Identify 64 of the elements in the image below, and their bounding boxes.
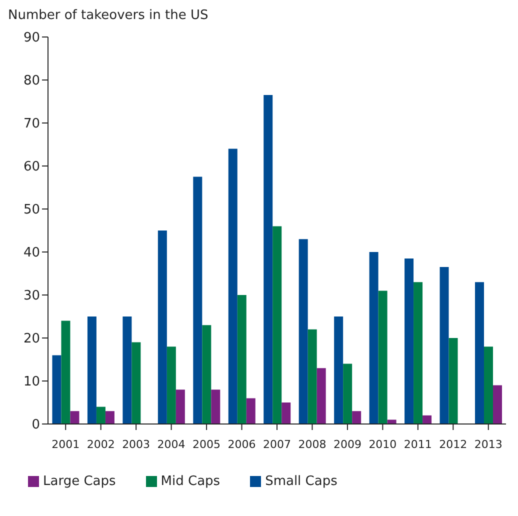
bar (334, 316, 344, 424)
legend-label: Small Caps (265, 474, 338, 489)
bar (422, 415, 432, 424)
y-tick-label: 30 (23, 288, 40, 304)
bar (166, 346, 176, 424)
y-tick-label: 60 (23, 160, 40, 175)
bar (228, 148, 238, 424)
bar (176, 390, 185, 424)
bar (492, 385, 502, 424)
chart-title: Number of takeovers in the US (8, 8, 210, 23)
y-tick-label: 40 (23, 246, 40, 261)
x-tick-label: 2002 (86, 438, 115, 451)
x-tick-label: 2010 (368, 438, 397, 451)
y-tick-label: 20 (23, 332, 40, 347)
bar (414, 282, 423, 424)
x-tick-label: 2006 (228, 438, 256, 451)
x-tick-label: 2005 (192, 438, 221, 451)
bar (308, 329, 317, 424)
x-tick-label: 2003 (122, 438, 150, 451)
x-tick-label: 2008 (298, 438, 326, 451)
bar (96, 406, 106, 424)
bar (448, 338, 458, 424)
x-tick-label: 2001 (52, 438, 80, 451)
bar (272, 226, 282, 424)
bar (158, 230, 167, 424)
y-tick-label: 90 (23, 30, 40, 46)
bar (237, 295, 246, 424)
bar (484, 346, 493, 424)
bar (343, 364, 352, 424)
bar (193, 176, 202, 424)
bar (87, 316, 96, 424)
x-tick-label: 2004 (157, 438, 186, 451)
bar (264, 95, 273, 424)
y-tick-label: 10 (23, 374, 40, 390)
bar (440, 267, 449, 424)
x-tick-label: 2012 (439, 438, 468, 451)
bar (474, 282, 484, 424)
bar (352, 411, 362, 424)
bar (282, 402, 291, 424)
bar (105, 411, 114, 424)
bar (202, 325, 212, 424)
bar (404, 258, 414, 424)
x-tick-label: 2011 (404, 438, 432, 451)
bar (298, 239, 308, 424)
bar (122, 316, 132, 424)
y-tick-label: 70 (23, 116, 40, 132)
x-tick-label: 2007 (263, 438, 291, 451)
y-tick-label: 80 (23, 74, 40, 89)
bar (387, 420, 396, 424)
bar (316, 368, 326, 424)
x-tick-label: 2009 (333, 438, 362, 451)
bar (369, 252, 378, 424)
bar (211, 390, 220, 424)
bar (70, 411, 80, 424)
bar (61, 320, 70, 424)
y-tick-label: 0 (32, 418, 40, 433)
bar (52, 355, 62, 424)
y-tick-label: 50 (23, 202, 40, 218)
bar (378, 290, 388, 424)
legend-label: Large Caps (43, 474, 116, 489)
bar (132, 342, 141, 424)
x-tick-label: 2013 (474, 438, 502, 451)
legend-label: Mid Caps (160, 474, 220, 489)
bar (246, 398, 256, 424)
